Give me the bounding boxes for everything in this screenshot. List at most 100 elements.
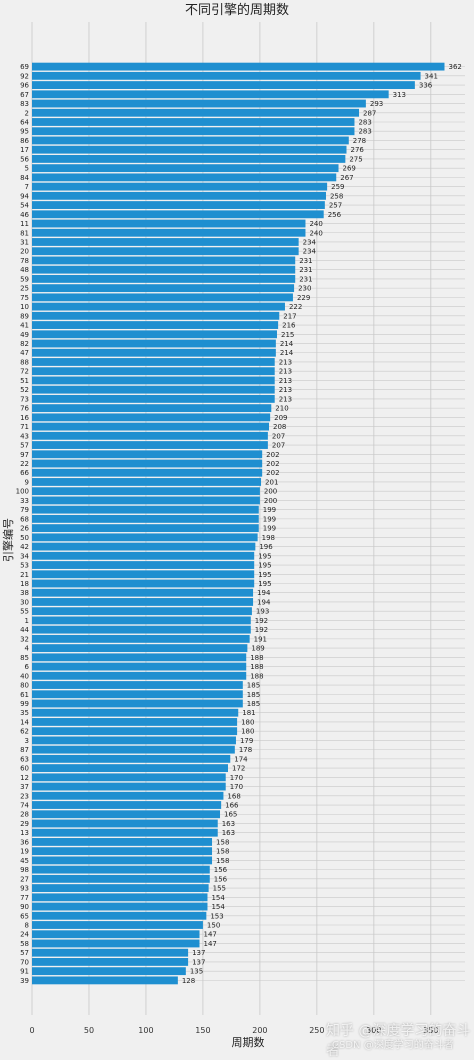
y-tick-label: 52 <box>20 386 29 394</box>
value-label: 231 <box>299 266 312 274</box>
y-tick-label: 48 <box>20 266 29 274</box>
bar <box>32 662 247 671</box>
bar <box>32 838 213 846</box>
bar <box>32 930 200 939</box>
y-tick-label: 19 <box>20 848 29 856</box>
bar <box>32 634 250 643</box>
x-tick-label: 150 <box>195 1026 210 1035</box>
y-tick-label: 86 <box>20 137 29 145</box>
bar <box>32 321 279 329</box>
value-label: 267 <box>340 174 353 182</box>
y-tick-label: 85 <box>20 654 29 662</box>
bar <box>32 967 186 976</box>
value-label: 135 <box>190 968 203 976</box>
bar <box>32 699 243 708</box>
y-tick-label: 82 <box>20 340 29 348</box>
y-tick-label: 47 <box>20 349 29 357</box>
value-label: 213 <box>279 368 292 376</box>
bar <box>32 265 296 274</box>
value-label: 231 <box>299 275 312 283</box>
bar <box>32 653 247 662</box>
value-label: 195 <box>258 562 271 570</box>
bar <box>32 533 258 542</box>
value-label: 158 <box>216 857 229 865</box>
x-tick-label: 0 <box>29 1026 34 1035</box>
y-tick-label: 91 <box>20 968 29 976</box>
y-tick-label: 53 <box>20 562 29 570</box>
y-tick-label: 28 <box>20 811 29 819</box>
y-tick-label: 56 <box>20 155 29 163</box>
value-label: 200 <box>264 488 277 496</box>
bar <box>32 893 208 902</box>
bar <box>32 201 325 209</box>
value-label: 257 <box>329 202 342 210</box>
bar <box>32 228 306 237</box>
bar <box>32 745 235 754</box>
bar <box>32 339 276 348</box>
y-tick-label: 98 <box>20 866 29 874</box>
value-label: 215 <box>281 331 294 339</box>
value-label: 185 <box>247 700 260 708</box>
bar <box>32 856 213 865</box>
value-label: 188 <box>250 663 263 671</box>
y-tick-label: 27 <box>20 875 29 883</box>
bar <box>32 708 239 717</box>
y-tick-label: 24 <box>20 931 29 939</box>
y-tick-label: 59 <box>20 275 29 283</box>
bar <box>32 773 226 782</box>
bar <box>32 671 247 680</box>
value-label: 362 <box>448 63 461 71</box>
y-tick-label: 60 <box>20 765 29 773</box>
y-tick-label: 3 <box>25 737 29 745</box>
y-tick-label: 80 <box>20 682 29 690</box>
value-label: 170 <box>230 774 243 782</box>
y-tick-label: 26 <box>20 525 29 533</box>
value-label: 214 <box>280 349 294 357</box>
bar <box>32 71 421 80</box>
bar <box>32 164 339 173</box>
y-tick-label: 54 <box>20 202 29 210</box>
bar <box>32 616 251 625</box>
y-tick-label: 2 <box>25 109 29 117</box>
value-label: 185 <box>247 682 260 690</box>
bar <box>32 625 251 634</box>
bar <box>32 441 268 449</box>
value-label: 207 <box>272 432 285 440</box>
x-axis-label: 周期数 <box>232 1036 265 1049</box>
bar <box>32 902 208 911</box>
value-label: 207 <box>272 442 285 450</box>
bar <box>32 99 366 108</box>
y-tick-label: 88 <box>20 358 29 366</box>
y-tick-label: 49 <box>20 331 29 339</box>
value-label: 275 <box>349 155 362 163</box>
value-label: 181 <box>242 709 255 717</box>
bar <box>32 607 252 616</box>
bar <box>32 801 222 809</box>
value-label: 208 <box>273 423 286 431</box>
value-label: 336 <box>419 82 433 90</box>
value-label: 276 <box>350 146 364 154</box>
value-label: 180 <box>241 728 254 736</box>
value-label: 214 <box>280 340 294 348</box>
value-label: 240 <box>309 229 322 237</box>
value-label: 194 <box>257 598 271 606</box>
bar <box>32 459 263 468</box>
value-label: 234 <box>303 238 317 246</box>
y-tick-label: 58 <box>20 940 29 948</box>
bar <box>32 247 299 256</box>
x-tick-label: 350 <box>423 1026 438 1035</box>
y-tick-label: 77 <box>20 894 29 902</box>
y-tick-label: 67 <box>20 91 29 99</box>
y-tick-label: 43 <box>20 432 29 440</box>
y-tick-label: 68 <box>20 515 29 523</box>
y-tick-label: 62 <box>20 728 29 736</box>
y-tick-label: 1 <box>25 617 29 625</box>
bar <box>32 422 270 431</box>
y-tick-label: 25 <box>20 285 29 293</box>
y-tick-label: 72 <box>20 368 29 376</box>
bar <box>32 173 337 182</box>
value-label: 154 <box>211 903 225 911</box>
y-tick-label: 75 <box>20 294 29 302</box>
bar <box>32 948 189 957</box>
bar <box>32 431 268 440</box>
